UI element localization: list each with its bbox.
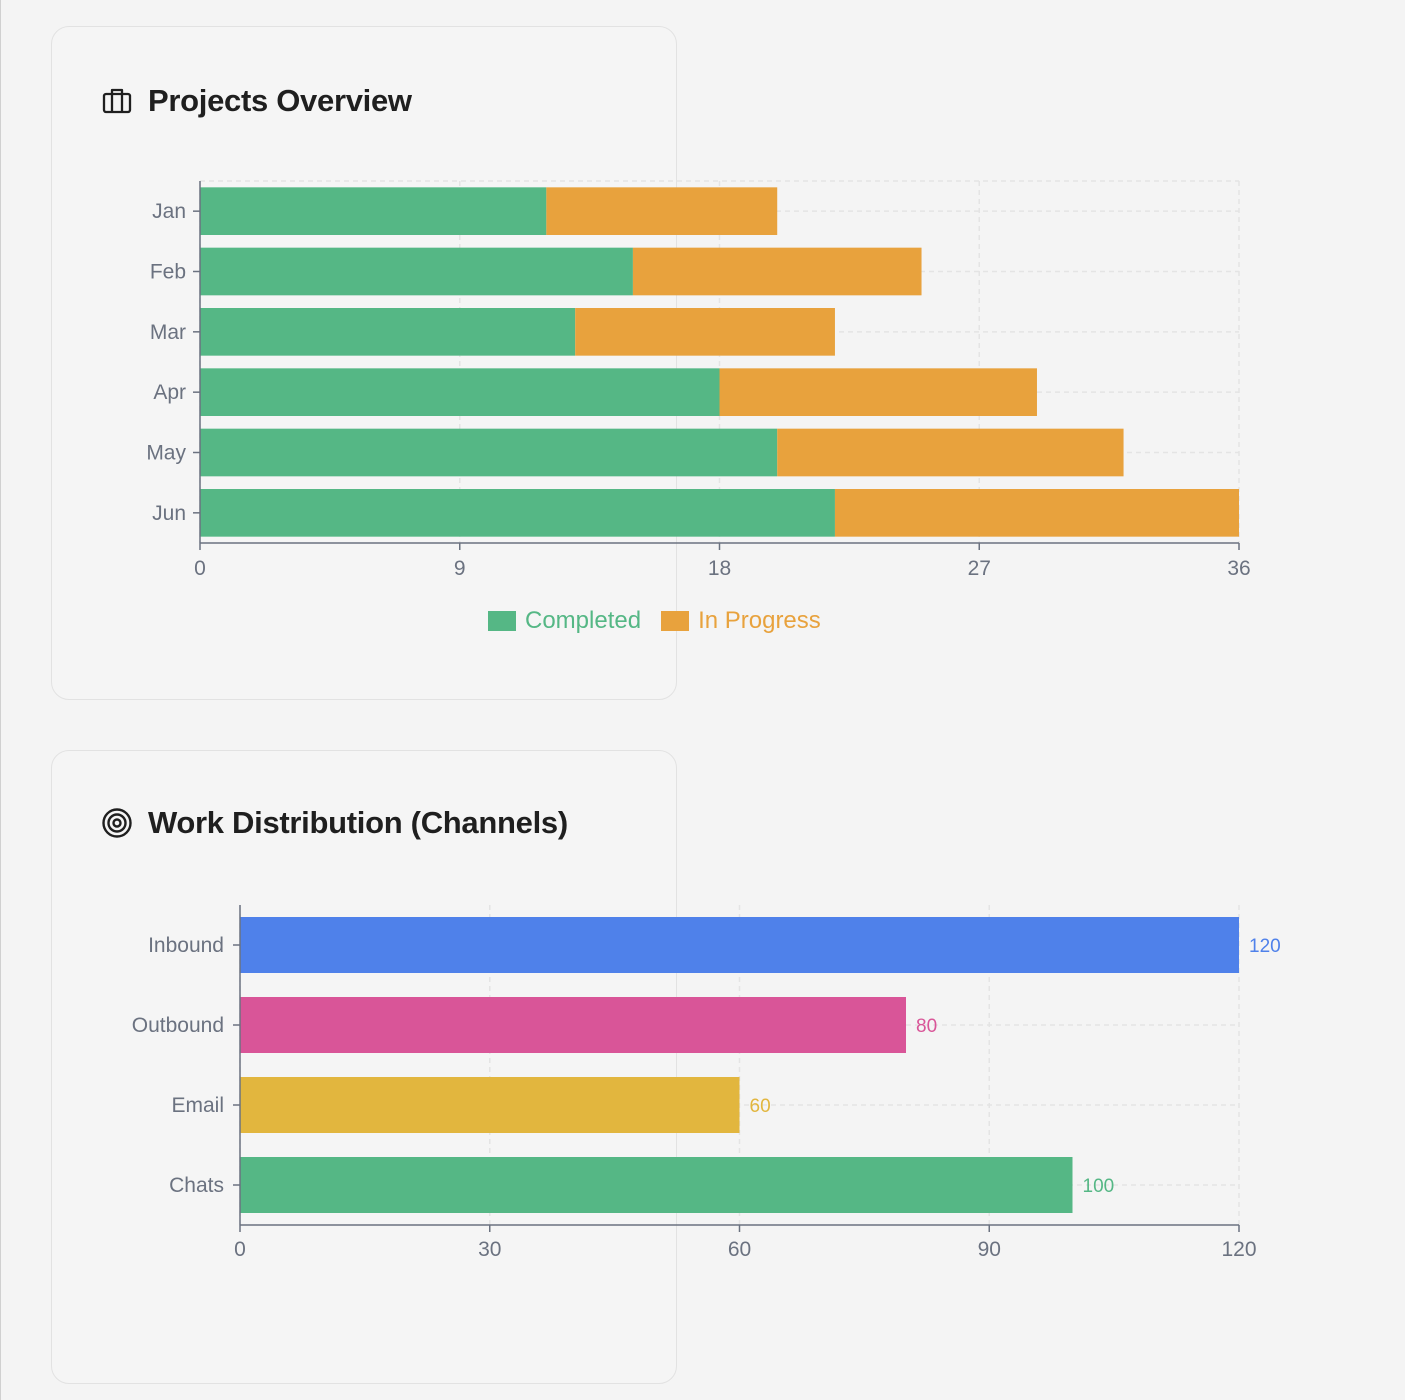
bar-completed-jun: [200, 489, 835, 537]
bar-in-progress-may: [777, 428, 1124, 477]
x-tick-label: 36: [1227, 557, 1250, 580]
x-tick-label: 27: [968, 557, 991, 580]
bar-completed-mar: [200, 308, 576, 356]
bar-in-progress-apr: [719, 368, 1037, 416]
legend-swatch: [488, 611, 516, 631]
y-tick-label: Jun: [152, 502, 186, 525]
projects-overview-card: Projects Overview: [51, 26, 677, 700]
y-tick-label: Jan: [152, 200, 186, 223]
window-edge: [0, 0, 1, 1400]
y-tick-label: Apr: [153, 381, 186, 404]
y-tick-label: Outbound: [132, 1014, 224, 1037]
bar-completed-apr: [200, 368, 720, 416]
x-tick-label: 60: [728, 1238, 751, 1261]
y-tick-label: Feb: [150, 261, 186, 284]
x-tick-label: 0: [234, 1238, 246, 1261]
y-tick-label: Mar: [150, 321, 186, 344]
x-tick-label: 9: [454, 557, 466, 580]
y-tick-label: May: [146, 442, 186, 465]
briefcase-icon: [100, 84, 134, 118]
x-tick-label: 120: [1221, 1238, 1256, 1261]
work-distribution-card: Work Distribution (Channels): [51, 750, 677, 1384]
bar-inbound: [240, 917, 1239, 973]
projects-stacked-bar-chart: Jan Feb Mar Apr May Jun 0 9 18 27 36: [146, 180, 1251, 580]
bar-outbound: [240, 997, 906, 1053]
channels-card-header: Work Distribution (Channels): [100, 805, 568, 841]
data-label-outbound: 80: [916, 1016, 937, 1037]
y-tick-label: Inbound: [148, 934, 224, 957]
data-label-email: 60: [750, 1096, 771, 1117]
bar-in-progress-mar: [575, 308, 835, 356]
bar-in-progress-feb: [632, 247, 922, 296]
legend-label: In Progress: [698, 607, 821, 634]
legend-item-in-progress[interactable]: In Progress: [661, 607, 821, 635]
card-title: Work Distribution (Channels): [148, 805, 568, 840]
target-icon: [100, 806, 134, 840]
y-tick-label: Email: [171, 1094, 224, 1117]
bar-completed-may: [200, 428, 778, 477]
legend-swatch: [661, 611, 690, 631]
bar-completed-jan: [200, 187, 547, 235]
bar-chats: [240, 1157, 1073, 1213]
x-tick-label: 90: [978, 1238, 1001, 1261]
legend-label: Completed: [525, 607, 642, 634]
y-tick-label: Chats: [169, 1174, 224, 1197]
projects-legend: Completed In Progress: [488, 607, 821, 635]
bar-email: [240, 1077, 740, 1133]
bar-in-progress-jun: [834, 489, 1239, 537]
x-tick-label: 30: [478, 1238, 501, 1261]
data-label-chats: 100: [1083, 1176, 1115, 1197]
x-tick-label: 18: [708, 557, 731, 580]
projects-card-header: Projects Overview: [100, 83, 412, 119]
card-title: Projects Overview: [148, 83, 412, 118]
legend-item-completed[interactable]: Completed: [488, 607, 641, 635]
bar-completed-feb: [200, 247, 633, 296]
x-tick-label: 0: [194, 557, 206, 580]
bar-in-progress-jan: [546, 187, 778, 235]
data-label-inbound: 120: [1249, 936, 1281, 957]
